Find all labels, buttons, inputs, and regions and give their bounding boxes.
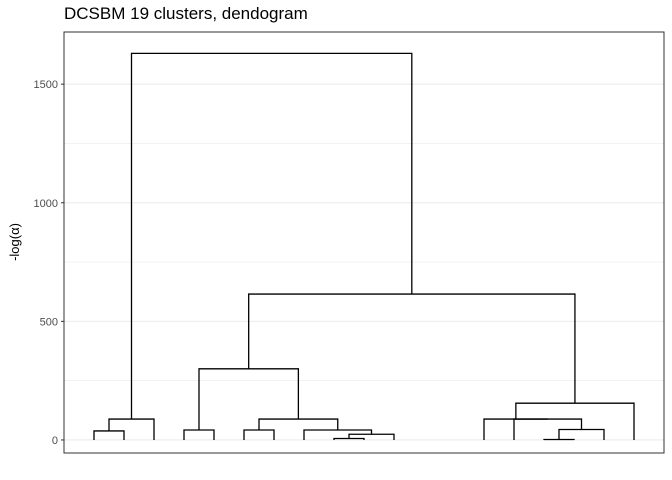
plot-background: [64, 32, 664, 453]
dendrogram-link: [348, 433, 395, 440]
y-axis-title: -log(α): [7, 223, 22, 261]
dendrogram-link: [558, 428, 605, 440]
y-tick-label: 1000: [34, 198, 58, 210]
dendrogram-link: [483, 418, 548, 440]
dendrogram-link: [333, 437, 365, 440]
y-tick-label: 500: [40, 316, 58, 328]
dendrogram-link: [515, 402, 635, 440]
dendrogram-link: [258, 418, 339, 430]
y-axis-ticks: 0 500 1000 1500: [34, 79, 64, 447]
chart-title: DCSBM 19 clusters, dendogram: [64, 4, 308, 23]
y-tick-label: 0: [52, 435, 58, 447]
dendrogram-link: [108, 418, 155, 440]
y-tick-label: 1500: [34, 79, 58, 91]
plot-panel-border: [63, 31, 665, 454]
dendrogram-links: [93, 52, 635, 441]
dendrogram-link: [130, 52, 413, 420]
